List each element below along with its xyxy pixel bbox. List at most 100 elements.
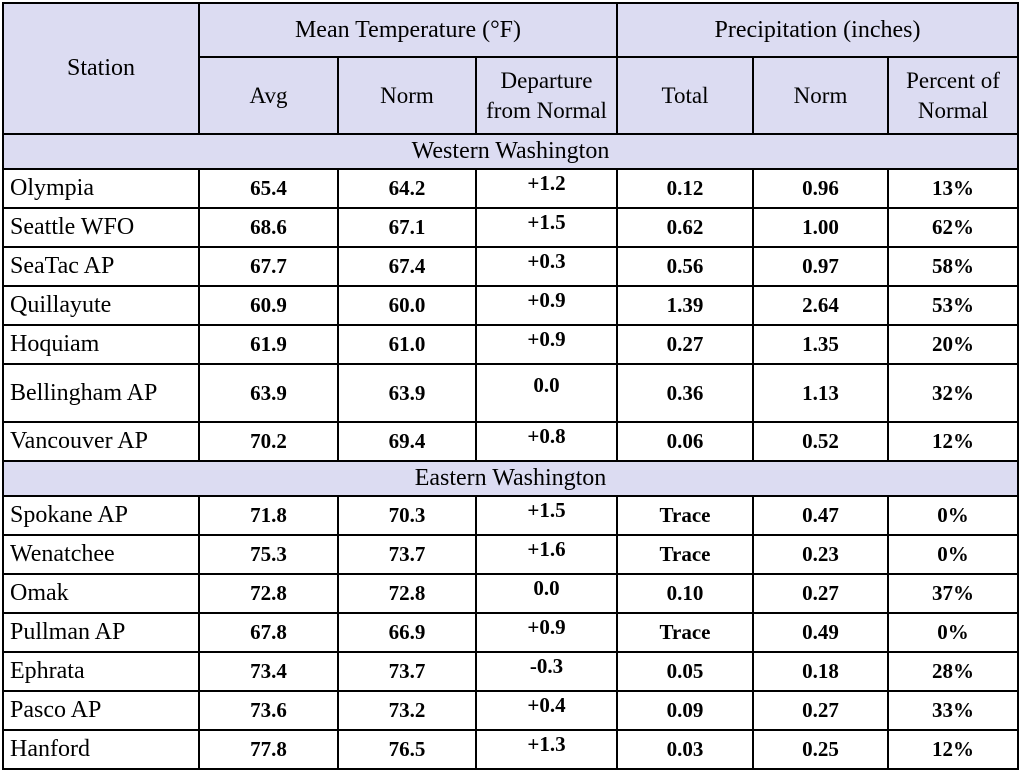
precip-percent-cell: 32% (887, 363, 1020, 423)
table-row: Omak 72.8 72.8 0.0 0.10 0.27 37% (2, 573, 1020, 614)
table-row: Spokane AP 71.8 70.3 +1.5 Trace 0.47 0% (2, 495, 1020, 536)
precip-norm-header: Norm (752, 56, 890, 135)
temp-avg-cell: 65.4 (198, 168, 339, 209)
precip-total-cell: 0.09 (616, 690, 755, 731)
precip-norm-cell: 0.47 (752, 495, 890, 536)
temp-norm-cell: 69.4 (337, 421, 477, 462)
station-name-cell: Hanford (2, 729, 200, 770)
temp-norm-cell: 73.7 (337, 651, 477, 692)
station-name-cell: Olympia (2, 168, 200, 209)
station-name-cell: SeaTac AP (2, 246, 200, 287)
temp-departure-header: Departure from Normal (474, 56, 619, 135)
precip-total-cell: 0.06 (616, 421, 755, 462)
precip-total-cell: 0.10 (616, 573, 755, 614)
station-name-cell: Vancouver AP (2, 421, 200, 462)
temp-avg-cell: 61.9 (198, 324, 339, 365)
temp-departure-cell: +1.3 (474, 729, 619, 770)
temp-departure-cell: +1.5 (474, 207, 619, 248)
precip-percent-cell: 0% (887, 534, 1020, 575)
temp-avg-cell: 71.8 (198, 495, 339, 536)
temp-departure-cell: +0.4 (474, 690, 619, 731)
precip-norm-cell: 0.18 (752, 651, 890, 692)
temp-departure-cell: -0.3 (474, 651, 619, 692)
temp-avg-cell: 67.7 (198, 246, 339, 287)
temp-norm-cell: 67.4 (337, 246, 477, 287)
table-row: Vancouver AP 70.2 69.4 +0.8 0.06 0.52 12% (2, 421, 1020, 462)
precip-percent-cell: 12% (887, 421, 1020, 462)
temp-avg-cell: 73.6 (198, 690, 339, 731)
precip-percent-cell: 0% (887, 495, 1020, 536)
temp-norm-cell: 73.7 (337, 534, 477, 575)
table-row: Seattle WFO 68.6 67.1 +1.5 0.62 1.00 62% (2, 207, 1020, 248)
temp-departure-cell: +0.9 (474, 612, 619, 653)
table-row: SeaTac AP 67.7 67.4 +0.3 0.56 0.97 58% (2, 246, 1020, 287)
station-name-cell: Quillayute (2, 285, 200, 326)
precip-percent-cell: 0% (887, 612, 1020, 653)
table-row: Ephrata 73.4 73.7 -0.3 0.05 0.18 28% (2, 651, 1020, 692)
temp-avg-cell: 70.2 (198, 421, 339, 462)
precip-percent-cell: 33% (887, 690, 1020, 731)
temp-avg-cell: 72.8 (198, 573, 339, 614)
header-subcolumn-row: Avg Norm Departure from Normal Total Nor… (3, 56, 1020, 135)
temp-departure-cell: +0.3 (474, 246, 619, 287)
precip-percent-cell: 20% (887, 324, 1020, 365)
temp-norm-cell: 61.0 (337, 324, 477, 365)
temp-departure-cell: +0.8 (474, 421, 619, 462)
table-row: Bellingham AP 63.9 63.9 0.0 0.36 1.13 32% (2, 363, 1020, 423)
precip-norm-cell: 0.96 (752, 168, 890, 209)
precipitation-group-header: Precipitation (inches) (616, 2, 1020, 58)
temp-avg-cell: 68.6 (198, 207, 339, 248)
station-name-cell: Pasco AP (2, 690, 200, 731)
station-name-cell: Omak (2, 573, 200, 614)
precip-norm-cell: 0.25 (752, 729, 890, 770)
temp-departure-cell: 0.0 (474, 573, 619, 614)
station-name-cell: Spokane AP (2, 495, 200, 536)
temp-departure-cell: 0.0 (474, 363, 619, 423)
precip-total-cell: 0.62 (616, 207, 755, 248)
temp-avg-header: Avg (198, 56, 339, 135)
precip-percent-header-line1: Percent of (906, 67, 1000, 93)
table-row: Quillayute 60.9 60.0 +0.9 1.39 2.64 53% (2, 285, 1020, 326)
temp-norm-cell: 63.9 (337, 363, 477, 423)
precip-percent-cell: 12% (887, 729, 1020, 770)
table-row: Olympia 65.4 64.2 +1.2 0.12 0.96 13% (2, 168, 1020, 209)
section-header-row: Western Washington (1, 133, 1020, 170)
temp-norm-cell: 60.0 (337, 285, 477, 326)
precip-percent-cell: 28% (887, 651, 1020, 692)
precip-total-cell: 0.03 (616, 729, 755, 770)
mean-temperature-group-header: Mean Temperature (°F) (197, 2, 619, 58)
station-name-cell: Seattle WFO (2, 207, 200, 248)
temp-norm-cell: 72.8 (337, 573, 477, 614)
table-row: Hoquiam 61.9 61.0 +0.9 0.27 1.35 20% (2, 324, 1020, 365)
temp-norm-cell: 66.9 (337, 612, 477, 653)
precip-percent-cell: 13% (887, 168, 1020, 209)
precip-total-cell: 0.27 (616, 324, 755, 365)
precip-percent-header-line2: Normal (917, 97, 989, 123)
header-group-row: Station Mean Temperature (°F) Precipitat… (2, 2, 1020, 135)
temp-departure-cell: +1.6 (474, 534, 619, 575)
precip-total-cell: Trace (616, 612, 755, 653)
temp-avg-cell: 77.8 (198, 729, 339, 770)
temp-avg-cell: 67.8 (198, 612, 339, 653)
section-header-row: Eastern Washington (1, 460, 1020, 497)
station-name-cell: Bellingham AP (2, 363, 200, 423)
table-row: Hanford 77.8 76.5 +1.3 0.03 0.25 12% (2, 729, 1020, 770)
table-row: Pasco AP 73.6 73.2 +0.4 0.09 0.27 33% (2, 690, 1020, 731)
table-body: Western Washington Olympia 65.4 64.2 +1.2 0.1… (1, 133, 1020, 770)
temp-norm-cell: 73.2 (337, 690, 477, 731)
precip-total-cell: 0.12 (616, 168, 755, 209)
precip-norm-cell: 0.27 (752, 573, 890, 614)
temp-departure-header-line1: Departure (500, 67, 593, 93)
precip-percent-cell: 53% (887, 285, 1020, 326)
precip-percent-cell: 37% (887, 573, 1020, 614)
temp-norm-cell: 76.5 (337, 729, 477, 770)
precip-norm-cell: 0.27 (752, 690, 890, 731)
precip-norm-cell: 0.97 (752, 246, 890, 287)
station-name-cell: Pullman AP (2, 612, 200, 653)
precip-norm-cell: 0.49 (752, 612, 890, 653)
temp-norm-cell: 67.1 (337, 207, 477, 248)
section-title: Eastern Washington (1, 460, 1020, 497)
temp-departure-cell: +0.9 (474, 285, 619, 326)
precip-total-cell: 0.36 (616, 363, 755, 423)
